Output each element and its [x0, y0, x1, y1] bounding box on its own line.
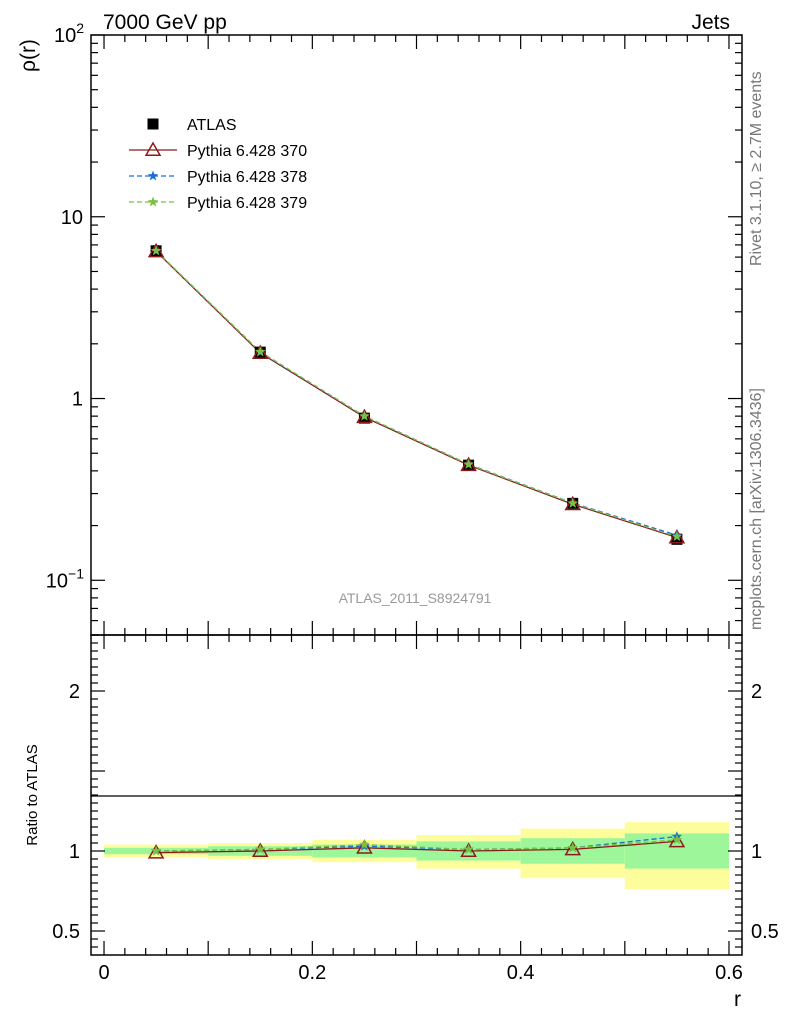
ratio-series-line	[156, 840, 677, 854]
data-point	[460, 456, 477, 472]
data-point	[564, 495, 582, 511]
data-point	[463, 458, 474, 469]
data-point	[359, 410, 370, 421]
ratio-y-axis: 0.5 0.5 1 1 2 2	[52, 634, 779, 948]
analysis-id-label: ATLAS_2011_S8924791	[339, 590, 492, 606]
ratio-y-axis-label: Ratio to ATLAS	[24, 744, 41, 845]
mcplots-label: mcplots.cern.ch [arXiv:1306.3436]	[748, 388, 765, 630]
main-x-ticks	[103, 35, 730, 635]
data-point	[567, 497, 578, 508]
y-tick-label: 1	[69, 841, 80, 863]
y-tick-label-right: 0.5	[751, 921, 779, 943]
ratio-data-point	[251, 842, 269, 857]
x-tick-label: 0.4	[507, 962, 535, 984]
main-series-group	[147, 242, 686, 545]
ratio-data-point	[356, 839, 373, 854]
y-tick-label: 0.5	[52, 921, 80, 943]
x-tick-label: 0	[98, 962, 109, 984]
x-tick-label: 0.2	[298, 962, 326, 984]
ratio-data-point	[564, 840, 582, 856]
legend-label: Pythia 6.428 379	[187, 195, 307, 212]
ratio-frame	[90, 634, 743, 956]
data-point	[671, 533, 683, 545]
ratio-bands	[104, 822, 729, 890]
legend: ATLAS Pythia 6.428 370 Pythia 6.428 378 Pyt…	[129, 117, 307, 212]
ratio-series-line	[156, 839, 677, 852]
series-line	[155, 250, 678, 536]
legend-marker	[147, 118, 159, 130]
y-tick-label: 102	[54, 20, 84, 47]
data-point	[671, 531, 683, 542]
ratio-data-point	[255, 843, 266, 854]
data-point	[668, 528, 686, 544]
ratio-x-axis: 0 0.2 0.4 0.6	[98, 635, 743, 984]
jets-label: Jets	[691, 11, 730, 34]
data-point	[147, 242, 165, 258]
series-line	[155, 250, 678, 538]
ratio-data-point	[463, 843, 474, 854]
ratio-data-point	[567, 842, 578, 853]
y-tick-label-right: 1	[751, 841, 762, 863]
y-tick-label: 2	[69, 681, 80, 703]
ratio-data-point	[147, 844, 165, 859]
data-point	[255, 346, 266, 357]
ratio-data-point	[460, 842, 477, 857]
legend-label: ATLAS	[187, 117, 237, 134]
x-tick-label: 0.6	[715, 962, 743, 984]
ratio-data-point	[359, 839, 370, 850]
legend-label: Pythia 6.428 378	[187, 169, 307, 186]
ratio-series-group	[147, 831, 686, 859]
y-tick-label: 1	[72, 389, 83, 411]
data-point	[150, 245, 162, 256]
legend-marker	[147, 170, 159, 181]
ratio-data-point	[671, 834, 683, 845]
legend-marker	[147, 196, 159, 207]
legend-label: Pythia 6.428 370	[187, 143, 307, 160]
series-line	[155, 250, 678, 539]
y-tick-label: 10	[61, 207, 83, 229]
x-axis-label: r	[734, 988, 741, 1011]
legend-marker	[144, 141, 162, 156]
main-y-axis-label: ρ(r)	[17, 39, 40, 72]
collision-energy-label: 7000 GeV pp	[103, 11, 227, 34]
rivet-label: Rivet 3.1.10, ≥ 2.7M events	[748, 71, 765, 266]
y-tick-label-right: 2	[751, 681, 762, 703]
stat-uncertainty-band	[312, 844, 417, 858]
ratio-data-point	[150, 845, 162, 856]
data-point	[356, 408, 373, 424]
data-point	[251, 344, 269, 360]
y-tick-label: 10−1	[46, 565, 84, 592]
ratio-data-point	[668, 832, 686, 848]
main-y-axis: 10−1 1 10 102	[46, 20, 742, 636]
